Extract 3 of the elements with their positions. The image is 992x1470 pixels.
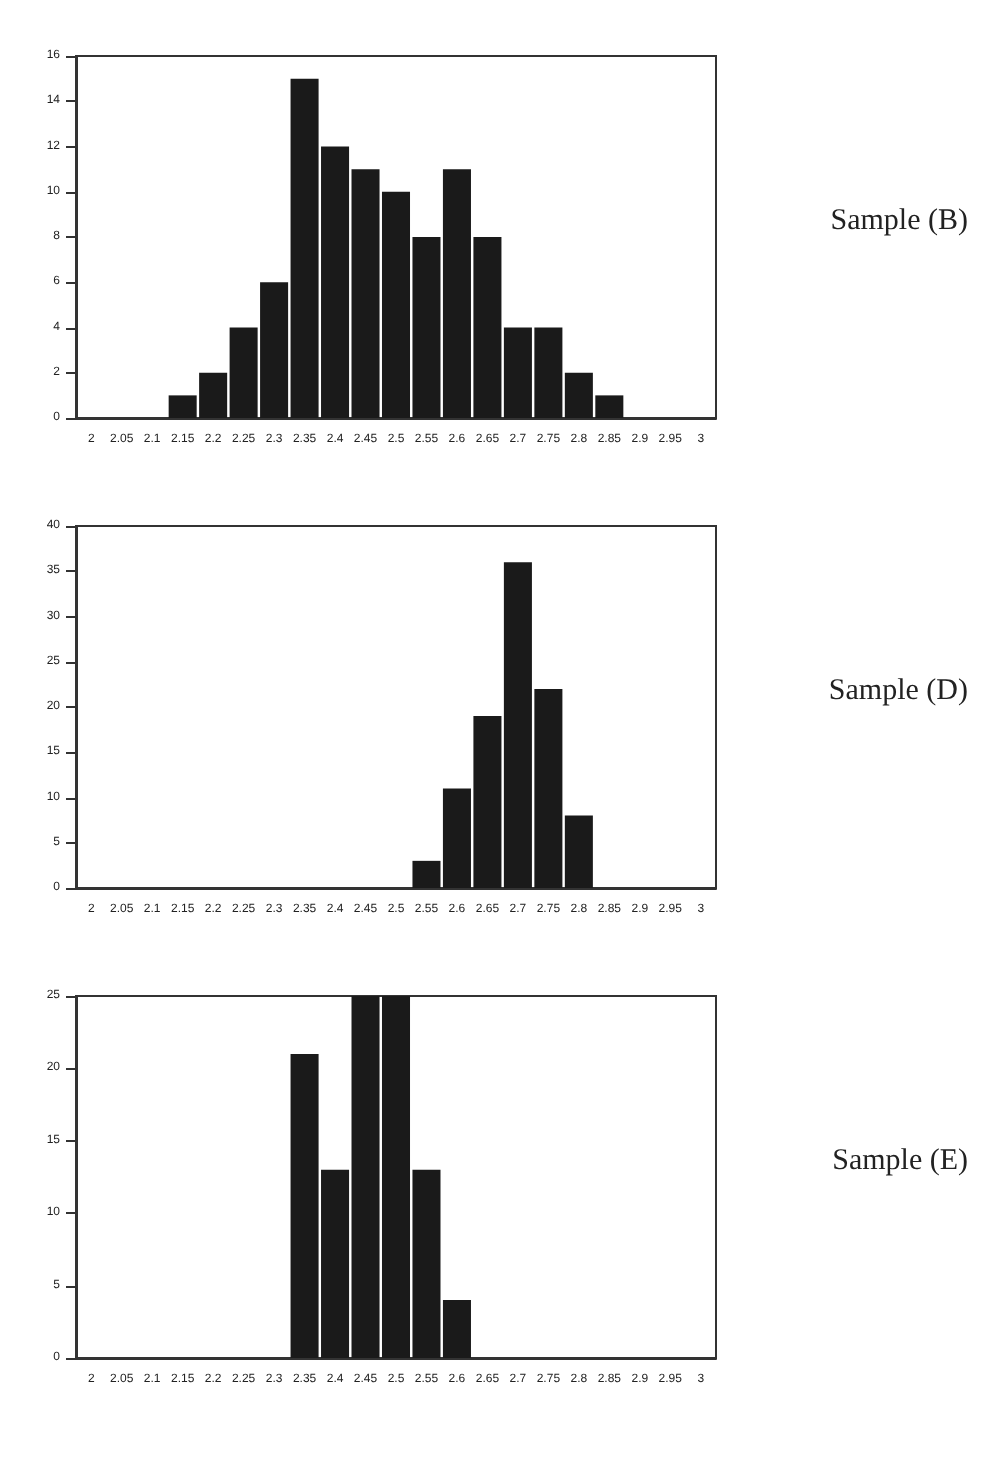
text: Sample (E) — [832, 1145, 969, 1177]
text: Sample (D) — [828, 675, 969, 707]
text: Sample (B) — [830, 205, 969, 237]
